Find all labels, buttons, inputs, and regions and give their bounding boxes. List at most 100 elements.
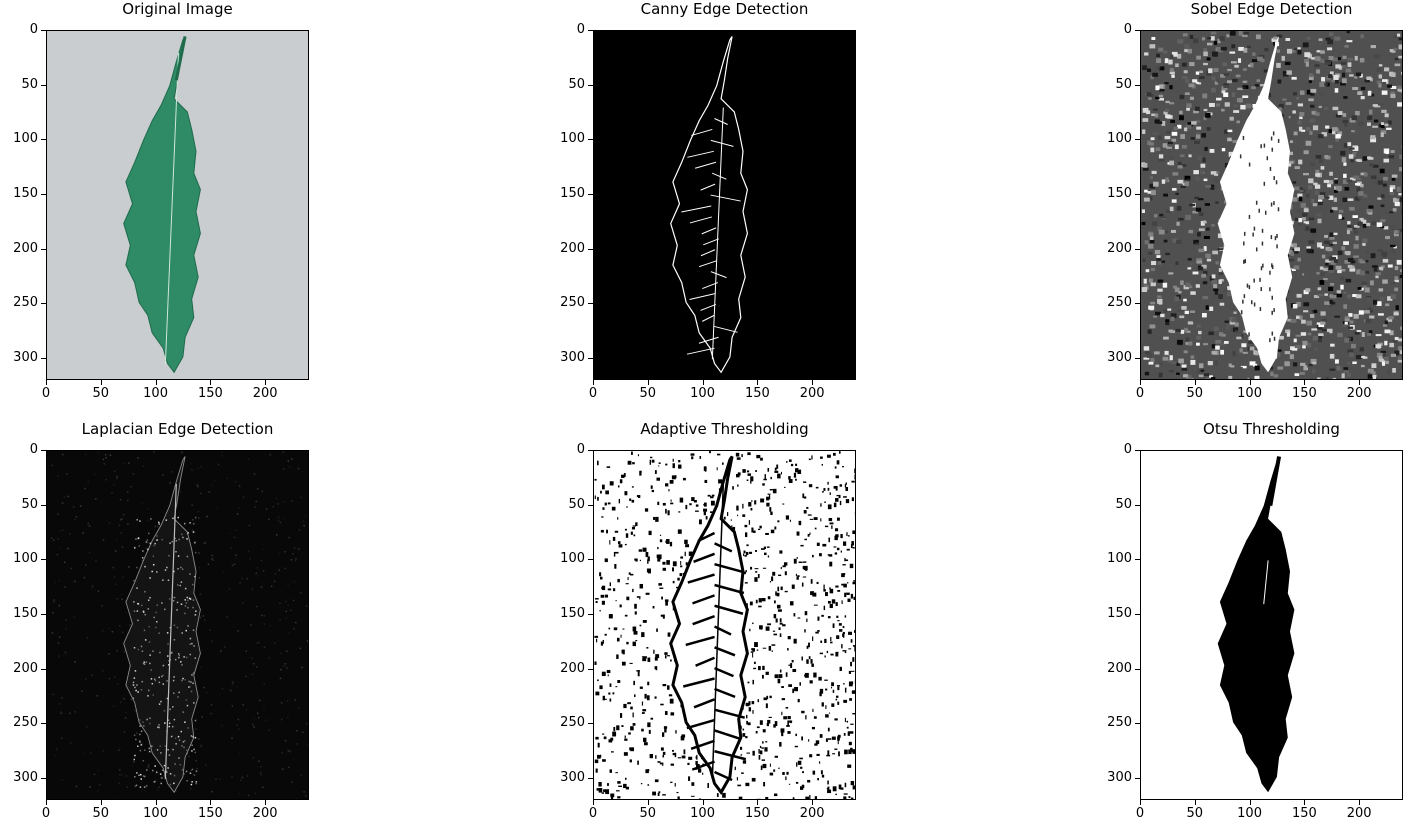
y-tick-mark <box>41 559 46 561</box>
x-tick-mark <box>1140 380 1141 385</box>
y-tick-mark <box>41 450 46 451</box>
y-tick-mark <box>1135 614 1140 616</box>
x-tick-mark <box>702 380 704 385</box>
panel-title: Otsu Thresholding <box>1203 420 1340 438</box>
image-adaptive <box>593 450 856 800</box>
y-tick-mark <box>41 504 46 506</box>
x-tick-label: 200 <box>799 806 825 821</box>
y-tick-label: 0 <box>1123 22 1132 37</box>
x-tick-mark <box>1359 380 1361 385</box>
x-tick-mark <box>1140 800 1141 805</box>
x-tick-label: 150 <box>1291 386 1317 401</box>
x-tick-label: 150 <box>197 806 223 821</box>
y-tick-mark <box>1135 450 1140 451</box>
x-tick-mark <box>1304 800 1306 805</box>
y-tick-mark <box>41 139 46 141</box>
y-tick-label: 250 <box>1107 295 1132 311</box>
y-tick-label: 300 <box>1107 350 1132 366</box>
y-tick-label: 50 <box>1115 76 1132 92</box>
y-tick-label: 200 <box>1107 660 1132 676</box>
y-tick-label: 300 <box>13 770 38 786</box>
x-tick-label: 100 <box>1237 386 1262 401</box>
y-tick-label: 100 <box>560 131 585 147</box>
x-tick-mark <box>155 380 157 385</box>
y-tick-mark <box>588 614 593 616</box>
x-tick-mark <box>210 380 212 385</box>
y-tick-mark <box>41 614 46 616</box>
x-tick-label: 0 <box>1135 806 1145 821</box>
x-tick-mark <box>1304 380 1306 385</box>
x-tick-mark <box>46 380 47 385</box>
x-tick-mark <box>757 380 759 385</box>
y-tick-label: 100 <box>13 551 38 567</box>
y-tick-mark <box>1135 303 1140 305</box>
x-tick-label: 50 <box>1186 806 1204 821</box>
panel-otsu: Otsu Thresholding 0 50 100 150 200 250 300 0 50 10… <box>1094 420 1412 834</box>
x-tick-label: 0 <box>41 386 51 401</box>
y-tick-label: 50 <box>568 76 585 92</box>
y-tick-mark <box>588 723 593 725</box>
x-tick-label: 150 <box>1291 806 1317 821</box>
y-tick-label: 0 <box>1123 442 1132 457</box>
x-tick-label: 50 <box>639 806 657 821</box>
image-canvas <box>47 451 308 799</box>
x-tick-mark <box>1359 800 1361 805</box>
y-tick-label: 100 <box>560 551 585 567</box>
panel-sobel: Sobel Edge Detection 0 50 100 150 200 250 300 0 5… <box>1094 0 1412 414</box>
x-tick-mark <box>647 380 649 385</box>
x-tick-mark <box>812 800 814 805</box>
y-tick-mark <box>41 778 46 780</box>
x-tick-label: 100 <box>143 806 168 821</box>
y-tick-mark <box>41 84 46 86</box>
y-tick-mark <box>1135 139 1140 141</box>
y-tick-label: 150 <box>1107 606 1132 622</box>
y-tick-label: 0 <box>29 22 38 37</box>
x-tick-mark <box>1194 800 1196 805</box>
y-tick-mark <box>588 778 593 780</box>
y-tick-mark <box>588 248 593 250</box>
y-tick-label: 250 <box>560 715 585 731</box>
x-tick-mark <box>757 800 759 805</box>
x-tick-mark <box>1194 380 1196 385</box>
y-tick-label: 200 <box>560 660 585 676</box>
y-tick-label: 50 <box>21 496 38 512</box>
y-tick-label: 150 <box>13 186 38 202</box>
y-tick-label: 300 <box>560 350 585 366</box>
y-tick-mark <box>588 559 593 561</box>
y-tick-mark <box>1135 194 1140 196</box>
y-tick-mark <box>588 668 593 670</box>
y-tick-label: 100 <box>1107 131 1132 147</box>
y-tick-mark <box>41 30 46 31</box>
y-tick-label: 150 <box>560 186 585 202</box>
x-tick-mark <box>155 800 157 805</box>
panel-laplacian: Laplacian Edge Detection 0 50 100 150 200 250 3… <box>0 420 323 834</box>
image-canvas <box>594 31 855 379</box>
image-laplacian <box>46 450 309 800</box>
x-tick-mark <box>46 800 47 805</box>
y-tick-label: 250 <box>560 295 585 311</box>
y-tick-mark <box>1135 559 1140 561</box>
y-tick-mark <box>588 504 593 506</box>
x-tick-label: 100 <box>1237 806 1262 821</box>
x-tick-label: 0 <box>588 806 598 821</box>
y-tick-mark <box>1135 358 1140 360</box>
x-tick-mark <box>812 380 814 385</box>
y-tick-label: 250 <box>13 715 38 731</box>
y-tick-mark <box>41 248 46 250</box>
y-tick-label: 200 <box>1107 240 1132 256</box>
image-canny <box>593 30 856 380</box>
x-tick-label: 50 <box>92 806 110 821</box>
panel-canny: Canny Edge Detection 0 50 100 150 200 250 300 0 5… <box>547 0 870 414</box>
x-tick-label: 50 <box>1186 386 1204 401</box>
image-sobel <box>1140 30 1403 380</box>
image-canvas <box>47 31 308 379</box>
x-tick-mark <box>593 800 594 805</box>
y-tick-mark <box>588 194 593 196</box>
y-tick-label: 50 <box>1115 496 1132 512</box>
image-canvas <box>594 451 855 799</box>
x-tick-label: 50 <box>639 386 657 401</box>
x-tick-label: 0 <box>588 386 598 401</box>
x-tick-mark <box>593 380 594 385</box>
x-tick-mark <box>1249 380 1251 385</box>
image-canvas <box>1141 31 1402 379</box>
